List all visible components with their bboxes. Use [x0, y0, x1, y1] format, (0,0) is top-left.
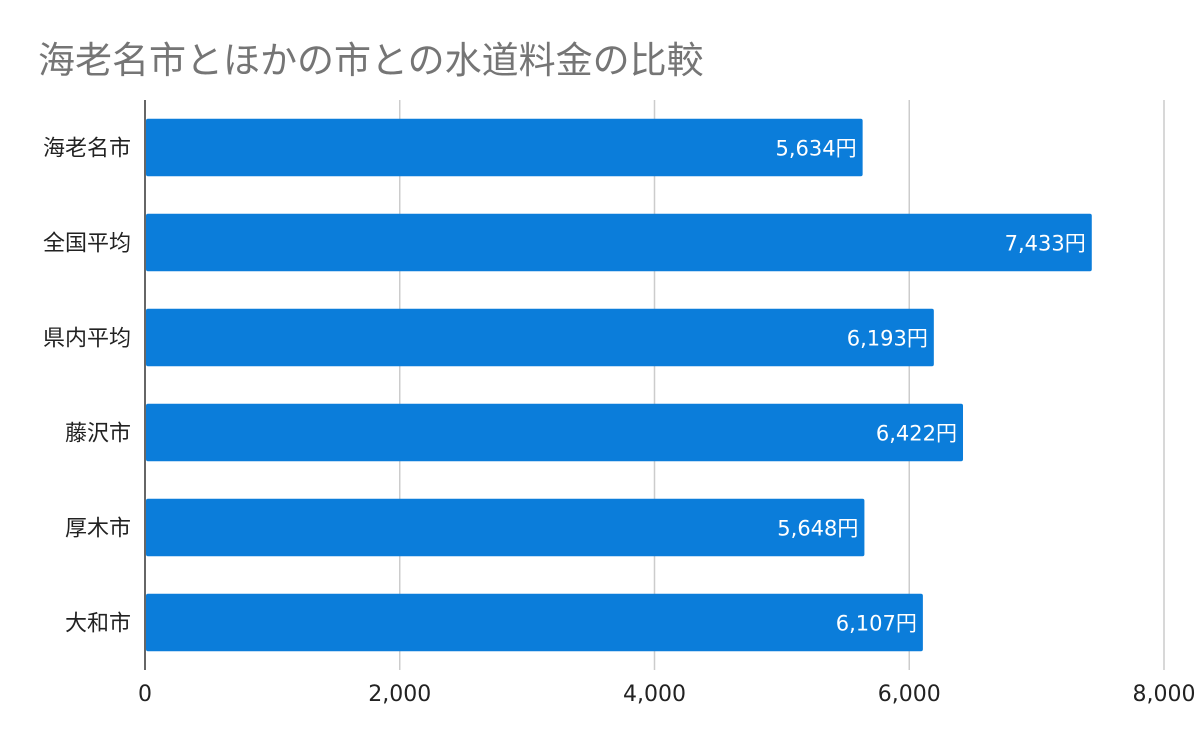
x-tick-label: 8,000	[1133, 682, 1196, 707]
x-tick-label: 0	[138, 682, 152, 707]
data-label: 6,107円	[836, 612, 917, 636]
data-label: 6,193円	[847, 327, 928, 351]
bar	[146, 308, 934, 367]
gridlines	[399, 100, 1165, 670]
category-label: 大和市	[65, 612, 131, 637]
category-label: 海老名市	[43, 137, 131, 162]
category-label: 県内平均	[43, 327, 131, 352]
x-tick-label: 6,000	[878, 682, 941, 707]
bar	[146, 403, 964, 462]
data-label: 6,422円	[876, 422, 957, 446]
bar	[146, 498, 865, 557]
bars: 5,634円 7,433円 6,193円 6,422円 5,648円 6,107円	[146, 118, 1092, 652]
category-label: 厚木市	[65, 517, 131, 542]
category-label: 全国平均	[43, 232, 131, 257]
data-label: 7,433円	[1005, 232, 1086, 256]
bar	[146, 118, 863, 177]
bar	[146, 213, 1092, 272]
chart-title: 海老名市とほかの市との水道料金の比較	[38, 39, 704, 82]
category-label: 藤沢市	[65, 422, 131, 447]
data-label: 5,648円	[777, 517, 858, 541]
x-tick-label: 4,000	[623, 682, 686, 707]
data-label: 5,634円	[776, 137, 857, 161]
x-tick-labels: 0 2,000 4,000 6,000 8,000	[138, 682, 1195, 707]
x-tick-label: 2,000	[368, 682, 431, 707]
bar	[146, 593, 923, 652]
